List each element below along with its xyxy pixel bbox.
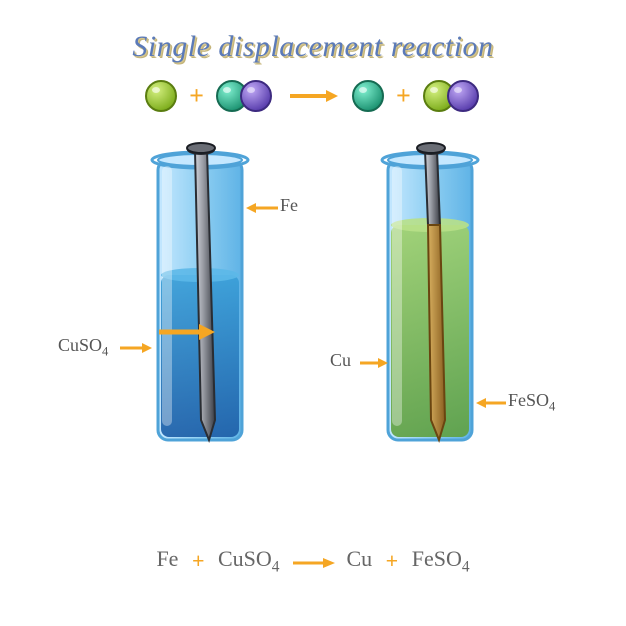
page-title: Single displacement reaction [0, 30, 626, 64]
plus-icon: + [386, 548, 399, 574]
callout-arrow-icon [476, 395, 508, 411]
callout-arrow-icon [118, 340, 152, 356]
atom-b-icon [350, 78, 386, 114]
chemical-equation: Fe + CuSO4 Cu + FeSO4 [0, 546, 626, 576]
atom-a-icon [143, 78, 179, 114]
eq-cu: Cu [346, 546, 372, 571]
callout-arrow-icon [246, 200, 280, 216]
plus-icon: + [396, 81, 411, 111]
eq-fe: Fe [156, 546, 178, 571]
eq-cuso4: CuSO4 [218, 546, 280, 571]
label-cuso4: CuSO4 [58, 335, 108, 360]
callout-arrow-icon [358, 355, 388, 371]
abstract-equation: + [0, 78, 626, 114]
label-fe: Fe [280, 195, 298, 216]
beaker-after [370, 140, 490, 465]
plus-icon: + [189, 81, 204, 111]
beakers-area: Fe CuSO4 [0, 140, 626, 536]
label-cu: Cu [330, 350, 351, 371]
reaction-arrow-icon [155, 320, 215, 349]
arrow-icon [291, 548, 335, 574]
molecule-bc-icon [214, 78, 276, 114]
molecule-ac-icon [421, 78, 483, 114]
label-feso4: FeSO4 [508, 390, 555, 415]
eq-feso4: FeSO4 [412, 546, 470, 571]
beaker-before [140, 140, 260, 465]
plus-icon: + [192, 548, 205, 574]
arrow-icon [288, 86, 338, 106]
diagram-stage: Single displacement reaction + [0, 0, 626, 626]
